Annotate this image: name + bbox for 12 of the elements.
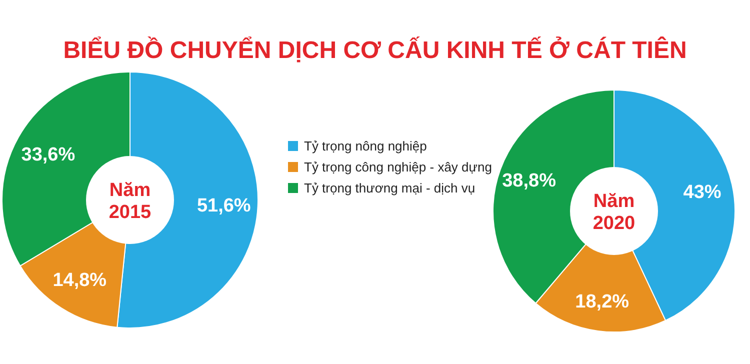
legend-label: Tỷ trọng thương mại - dịch vụ — [304, 180, 476, 196]
data-label: 18,2% — [575, 291, 630, 312]
legend-label: Tỷ trọng nông nghiệp — [304, 138, 427, 154]
text: Năm 2015 — [108, 180, 152, 223]
data-label: 33,6% — [21, 144, 76, 166]
data-label: 43% — [683, 182, 722, 203]
text: Năm 2020 — [592, 191, 636, 234]
legend-label: Tỷ trọng công nghiệp - xây dựng — [304, 160, 492, 175]
chart-title: BIỂU ĐỒ CHUYỂN DỊCH CƠ CẤU KINH TẾ Ở CÁT TIÊN — [63, 36, 687, 64]
data-label: 38,8% — [502, 170, 556, 192]
data-label: 51,6% — [196, 195, 251, 216]
data-label: 14,8% — [52, 270, 107, 292]
